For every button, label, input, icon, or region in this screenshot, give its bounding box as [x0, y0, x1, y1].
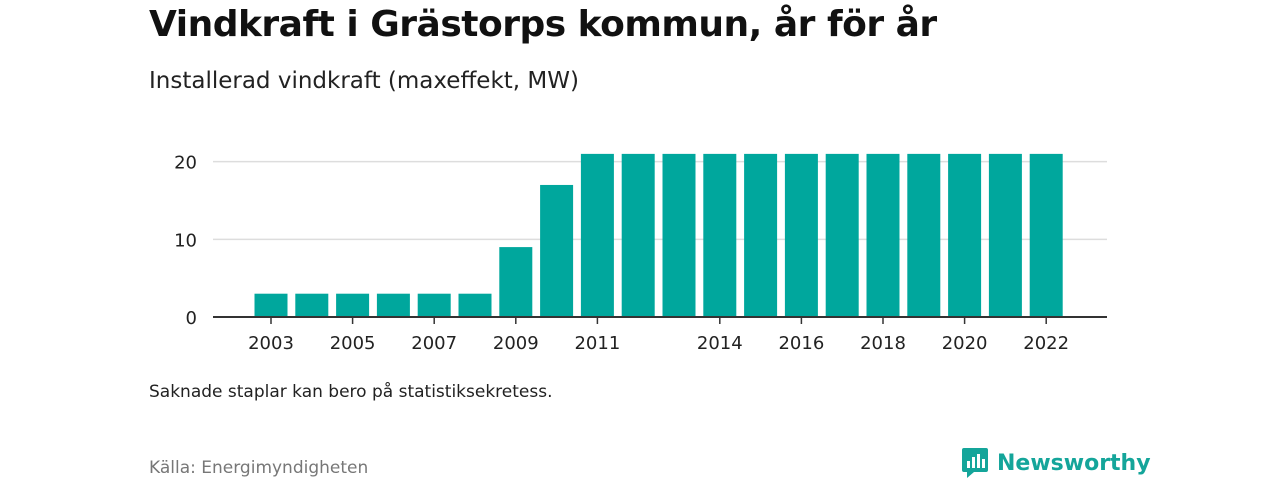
bar-2019	[907, 153, 941, 317]
bar-2004	[295, 293, 329, 317]
y-tick-label: 10	[174, 230, 197, 251]
bars	[254, 153, 1063, 317]
bar-2017	[825, 153, 859, 317]
bar-2009	[499, 247, 533, 317]
axes: 0 10 20 2003 2005 2007 2009 2011 2014 2016 2018 202…	[174, 153, 1107, 354]
x-tick-label: 2005	[330, 333, 376, 354]
bar-2012	[621, 153, 655, 317]
bar-2003	[254, 293, 288, 317]
y-tick-label: 0	[186, 308, 197, 329]
bar-2010	[540, 184, 574, 317]
chart-title: Vindkraft i Grästorps kommun, år för år	[149, 4, 937, 45]
footnote: Saknade staplar kan bero på statistiksek…	[149, 382, 553, 402]
chart-subtitle: Installerad vindkraft (maxeffekt, MW)	[149, 68, 579, 94]
x-tick-label: 2007	[411, 333, 457, 354]
y-tick-label: 20	[174, 153, 197, 174]
bar-chart: 0 10 20 2003 2005 2007 2009 2011 2014 2016 2018 202…	[174, 153, 1107, 354]
bar-2021	[988, 153, 1022, 317]
x-tick-label: 2014	[697, 333, 743, 354]
source-credit: Källa: Energimyndigheten	[149, 458, 369, 478]
bar-2005	[336, 293, 370, 317]
bar-2013	[662, 153, 696, 317]
bar-chart-logo-icon	[962, 448, 988, 478]
bar-2015	[744, 153, 778, 317]
bar-2020	[948, 153, 982, 317]
x-tick-label: 2003	[248, 333, 294, 354]
x-tick-label: 2018	[860, 333, 906, 354]
x-tick-label: 2022	[1023, 333, 1069, 354]
bar-2006	[376, 293, 410, 317]
bar-2007	[417, 293, 451, 317]
bar-2008	[458, 293, 492, 317]
bar-2011	[580, 153, 614, 317]
bar-2014	[703, 153, 737, 317]
x-tick-label: 2011	[574, 333, 620, 354]
bar-2016	[784, 153, 818, 317]
x-tick-label: 2009	[493, 333, 539, 354]
brand-name: Newsworthy	[997, 450, 1151, 476]
bar-2022	[1029, 153, 1063, 317]
x-tick-label: 2016	[778, 333, 824, 354]
x-tick-label: 2020	[942, 333, 988, 354]
bar-2018	[866, 153, 900, 317]
brand-logo[interactable]: Newsworthy	[961, 446, 1151, 480]
